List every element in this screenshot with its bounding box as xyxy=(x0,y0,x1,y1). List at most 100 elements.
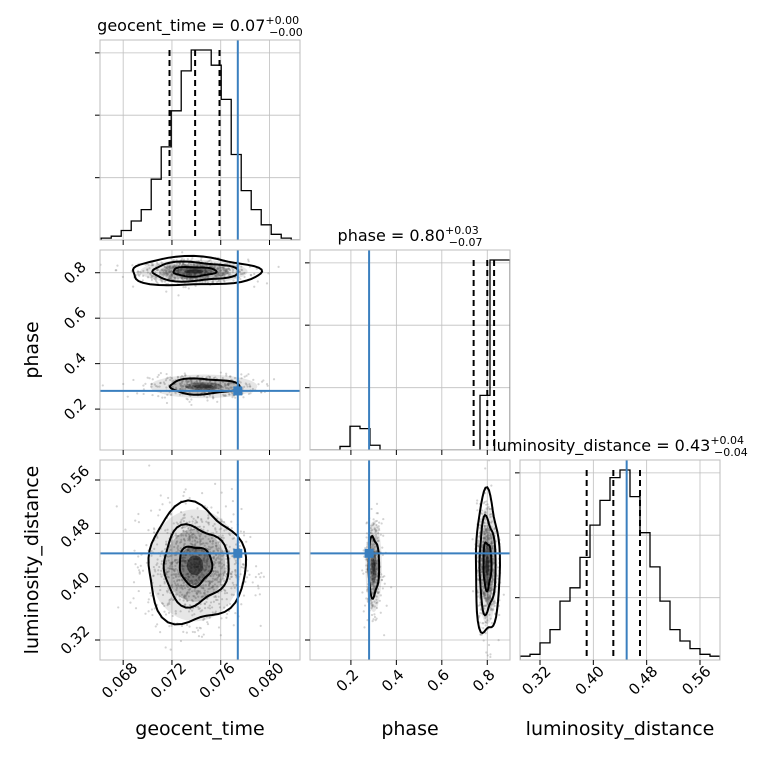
panel-content xyxy=(115,464,265,651)
sample-point xyxy=(174,564,177,567)
sample-point xyxy=(212,555,216,558)
sample-point xyxy=(490,540,493,543)
sample-point xyxy=(212,563,215,566)
sample-point xyxy=(203,569,206,572)
sample-point xyxy=(211,606,214,609)
sample-point xyxy=(240,269,244,272)
sample-point xyxy=(206,281,210,284)
sample-point xyxy=(486,550,489,553)
sample-point xyxy=(489,507,492,511)
sample-point xyxy=(173,573,176,576)
sample-point xyxy=(219,634,222,637)
sample-point xyxy=(489,515,492,519)
sample-point xyxy=(370,581,374,584)
sample-point xyxy=(223,273,226,276)
sample-point xyxy=(157,592,160,595)
sample-point xyxy=(370,524,373,527)
sample-point xyxy=(214,559,217,562)
sample-point xyxy=(165,272,168,275)
sample-point xyxy=(186,270,190,273)
sample-point xyxy=(215,530,218,533)
sample-point xyxy=(207,375,210,378)
sample-point xyxy=(173,277,176,281)
sample-point xyxy=(374,571,377,574)
sample-point xyxy=(486,535,489,538)
sample-point xyxy=(487,561,490,564)
sample-point xyxy=(164,270,167,274)
sample-point xyxy=(487,568,490,571)
sample-point xyxy=(175,588,178,591)
sample-point xyxy=(238,541,241,544)
sample-point xyxy=(200,542,203,546)
sample-point xyxy=(374,533,378,536)
sample-point xyxy=(201,573,205,576)
sample-point xyxy=(375,568,379,571)
sample-point xyxy=(193,595,196,598)
sample-point xyxy=(217,626,221,629)
sample-point xyxy=(222,536,225,540)
sample-point xyxy=(482,527,486,530)
sample-point xyxy=(183,516,186,519)
sample-point xyxy=(180,593,184,596)
sample-point xyxy=(142,384,145,387)
sample-point xyxy=(266,384,269,387)
sample-point xyxy=(204,387,207,390)
sample-point xyxy=(170,377,173,380)
sample-point xyxy=(182,519,185,523)
sample-point xyxy=(146,276,150,279)
sample-point xyxy=(193,563,197,567)
sample-point xyxy=(202,568,205,571)
sample-point xyxy=(201,567,205,570)
sample-point xyxy=(370,559,373,562)
sample-point xyxy=(194,539,197,543)
panel-geocent_time-geocent_time xyxy=(95,39,301,245)
sample-point xyxy=(242,530,246,533)
sample-point xyxy=(181,559,184,562)
sample-point xyxy=(180,584,183,587)
sample-point xyxy=(218,573,221,576)
sample-point xyxy=(177,575,180,578)
sample-point xyxy=(487,565,490,568)
sample-point xyxy=(181,517,185,520)
sample-point xyxy=(227,383,230,386)
sample-point xyxy=(214,577,217,581)
sample-point xyxy=(480,559,483,562)
sample-point xyxy=(185,271,188,274)
sample-point xyxy=(163,382,166,386)
sample-point xyxy=(362,610,365,613)
sample-point xyxy=(174,610,177,613)
sample-point xyxy=(182,529,185,533)
sample-point xyxy=(226,383,229,386)
sample-point xyxy=(136,270,139,274)
sample-point xyxy=(204,568,208,571)
sample-point xyxy=(181,525,185,529)
sample-point xyxy=(177,271,180,274)
sample-point xyxy=(184,594,187,597)
sample-point xyxy=(158,385,161,388)
sample-point xyxy=(175,263,179,266)
sample-point xyxy=(246,569,249,572)
sample-point xyxy=(479,633,482,636)
sample-point xyxy=(490,588,493,591)
sample-point xyxy=(214,541,218,545)
sample-point xyxy=(178,598,181,601)
sample-point xyxy=(196,530,199,533)
sample-point xyxy=(374,557,377,560)
sample-point xyxy=(481,509,484,512)
sample-point xyxy=(229,572,232,575)
sample-point xyxy=(489,591,493,594)
sample-point xyxy=(365,570,368,574)
sample-point xyxy=(485,546,488,549)
sample-point xyxy=(196,540,199,543)
sample-point xyxy=(176,535,179,538)
sample-point xyxy=(206,557,209,560)
sample-point xyxy=(165,275,168,278)
sample-point xyxy=(189,386,192,389)
sample-point xyxy=(188,569,191,572)
sample-point xyxy=(238,544,241,548)
sample-point xyxy=(485,569,488,572)
sample-point xyxy=(178,270,181,273)
sample-point xyxy=(471,538,474,541)
sample-point xyxy=(265,382,269,386)
sample-point xyxy=(192,594,195,598)
